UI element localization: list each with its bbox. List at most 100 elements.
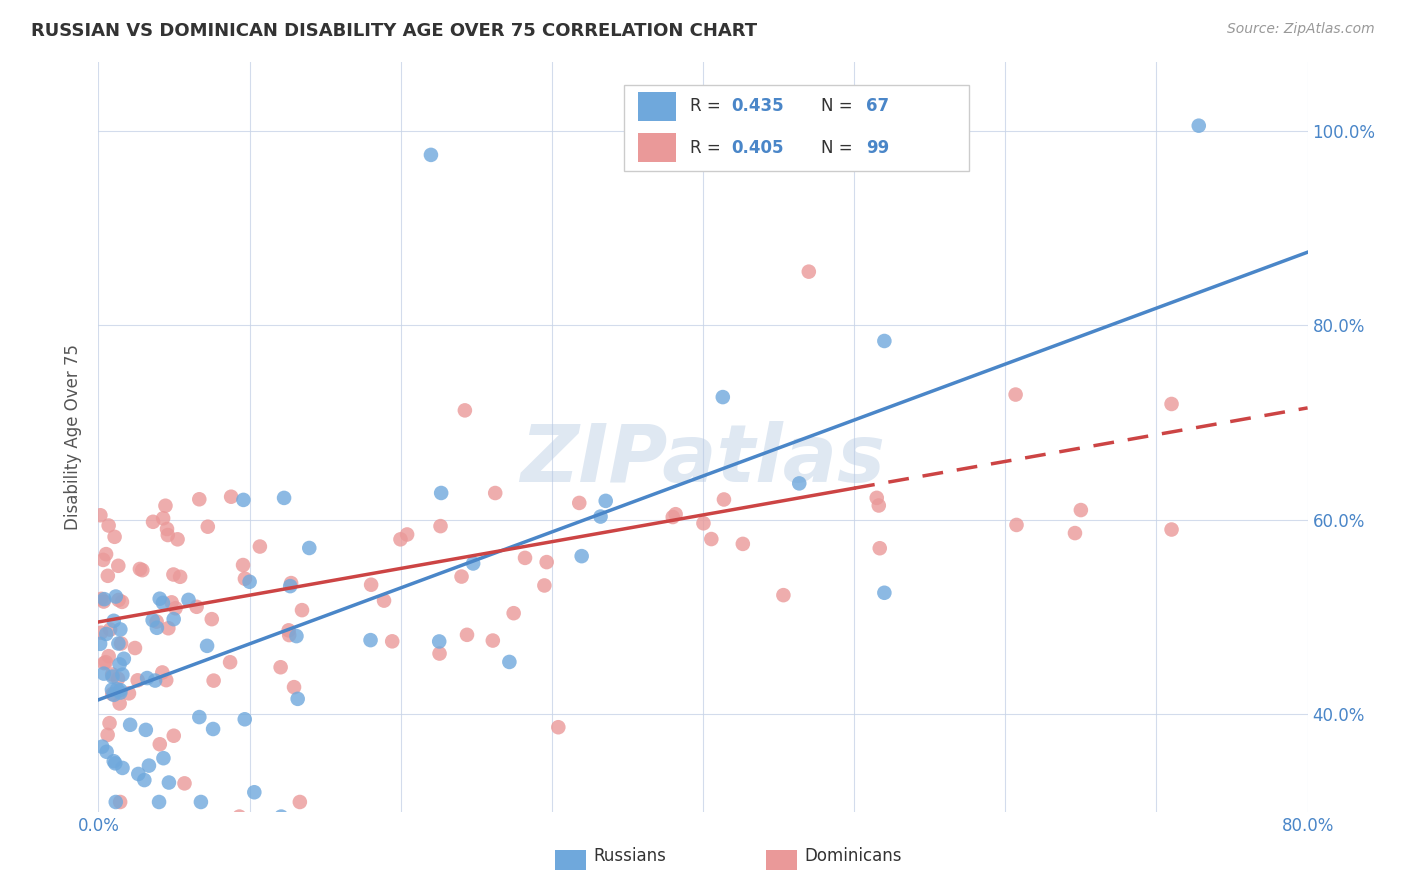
Point	[291, 603, 314, 617]
Point	[273, 491, 295, 505]
Point	[93, 666, 115, 681]
Point	[138, 758, 160, 772]
Point	[1188, 119, 1211, 133]
Point	[155, 673, 177, 687]
Point	[661, 510, 683, 524]
Point	[482, 633, 505, 648]
Point	[595, 494, 617, 508]
Point	[427, 634, 450, 648]
Point	[498, 655, 520, 669]
Point	[96, 627, 118, 641]
Point	[94, 547, 117, 561]
Point	[108, 697, 131, 711]
Point	[1160, 397, 1182, 411]
Point	[149, 737, 172, 751]
Point	[692, 516, 714, 531]
Point	[157, 775, 180, 789]
Point	[111, 761, 134, 775]
Point	[1070, 503, 1092, 517]
Point	[90, 625, 112, 640]
Text: Russians: Russians	[593, 847, 666, 865]
Point	[152, 596, 174, 610]
Point	[456, 628, 478, 642]
Point	[277, 624, 299, 638]
Point	[278, 628, 301, 642]
Point	[142, 515, 165, 529]
Point	[430, 486, 453, 500]
Point	[89, 637, 111, 651]
Point	[533, 578, 555, 592]
Point	[866, 491, 889, 505]
Point	[713, 492, 735, 507]
Point	[219, 655, 242, 669]
Point	[156, 528, 179, 542]
Point	[711, 390, 734, 404]
Point	[136, 671, 159, 685]
Point	[873, 586, 896, 600]
Point	[285, 629, 308, 643]
Point	[146, 621, 169, 635]
Point	[228, 809, 250, 823]
Point	[589, 509, 612, 524]
Point	[177, 593, 200, 607]
Point	[91, 739, 114, 754]
Point	[101, 667, 124, 681]
Point	[89, 508, 111, 523]
Point	[202, 722, 225, 736]
Point	[233, 572, 256, 586]
Point	[568, 496, 591, 510]
Point	[97, 569, 120, 583]
Text: Source: ZipAtlas.com: Source: ZipAtlas.com	[1227, 22, 1375, 37]
Point	[249, 540, 271, 554]
Point	[162, 567, 184, 582]
Point	[129, 562, 152, 576]
Point	[97, 728, 120, 742]
Point	[298, 541, 321, 555]
Point	[108, 657, 131, 672]
Point	[484, 486, 506, 500]
Point	[166, 533, 188, 547]
Point	[96, 745, 118, 759]
Point	[163, 729, 186, 743]
Point	[90, 591, 112, 606]
Point	[142, 613, 165, 627]
Point	[104, 590, 127, 604]
Point	[502, 606, 524, 620]
Point	[873, 334, 896, 348]
Point	[127, 767, 149, 781]
Point	[150, 665, 173, 680]
Point	[1004, 387, 1026, 401]
Point	[219, 490, 242, 504]
Point	[135, 723, 157, 737]
Point	[155, 499, 177, 513]
Point	[152, 751, 174, 765]
Point	[94, 655, 117, 669]
Point	[157, 621, 180, 635]
Point	[107, 636, 129, 650]
Point	[389, 533, 412, 547]
Point	[513, 550, 536, 565]
Point	[104, 756, 127, 771]
Point	[381, 634, 404, 648]
Point	[287, 691, 309, 706]
Point	[868, 499, 890, 513]
Text: RUSSIAN VS DOMINICAN DISABILITY AGE OVER 75 CORRELATION CHART: RUSSIAN VS DOMINICAN DISABILITY AGE OVER…	[31, 22, 756, 40]
Point	[1005, 517, 1028, 532]
Point	[134, 773, 156, 788]
Point	[463, 557, 485, 571]
Point	[112, 652, 135, 666]
Point	[1064, 526, 1087, 541]
Point	[131, 563, 153, 577]
Point	[163, 612, 186, 626]
Point	[429, 519, 451, 533]
Point	[173, 776, 195, 790]
Text: ZIPatlas: ZIPatlas	[520, 420, 886, 499]
Point	[104, 530, 127, 544]
Point	[547, 720, 569, 734]
Point	[360, 578, 382, 592]
Point	[454, 403, 477, 417]
Point	[288, 795, 311, 809]
Point	[450, 569, 472, 583]
Point	[103, 614, 125, 628]
Point	[536, 555, 558, 569]
